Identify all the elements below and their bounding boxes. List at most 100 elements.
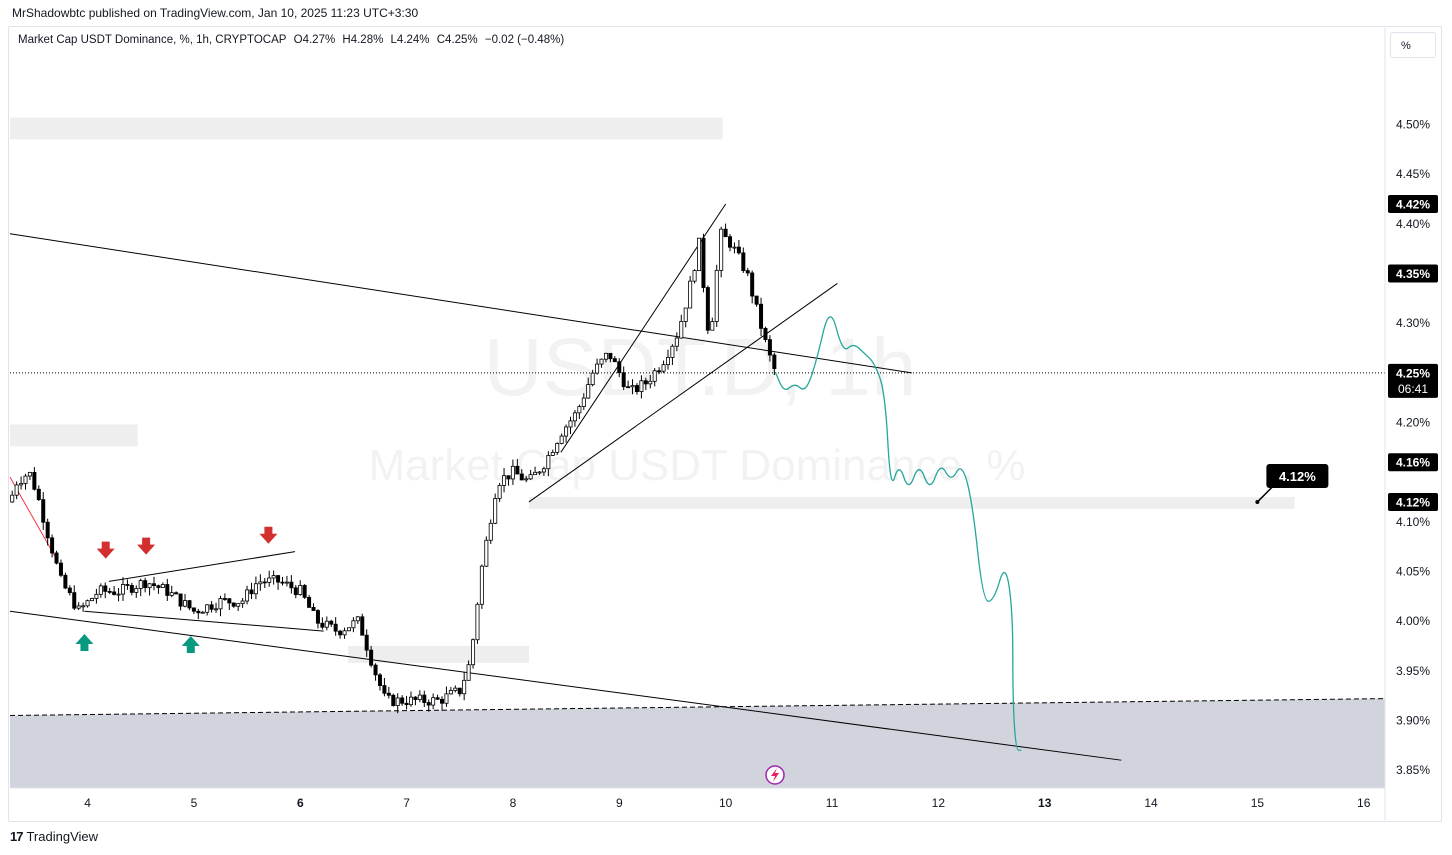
x-tick-label: 6 — [297, 796, 304, 810]
up-arrow-1 — [75, 634, 94, 652]
x-tick-label: 7 — [403, 796, 410, 810]
candle-body — [595, 363, 600, 374]
candle-body — [612, 358, 617, 363]
candle-body — [103, 585, 108, 592]
candle-body — [262, 581, 267, 584]
candle-body — [85, 600, 90, 607]
y-tick-label: 4.00% — [1396, 614, 1430, 628]
candle-body — [364, 634, 369, 651]
candle-body — [338, 630, 343, 636]
candle-body — [528, 474, 533, 480]
candle-body — [214, 608, 219, 611]
candle-body — [289, 581, 294, 589]
candle-body — [502, 475, 507, 486]
watermark-ticker: USDT.D, 1h — [484, 322, 917, 413]
grey-box-1 — [10, 117, 723, 140]
y-tick-label: 4.20% — [1396, 416, 1430, 430]
scale-unit-button[interactable]: % — [1390, 32, 1436, 58]
y-tick-label: 4.45% — [1396, 167, 1430, 181]
candle-body — [377, 674, 382, 686]
candle-body — [293, 587, 298, 595]
y-tick-label: 4.50% — [1396, 118, 1430, 132]
candle-body — [311, 607, 316, 611]
legend-change: −0.02 (−0.48%) — [484, 34, 565, 46]
candle-body — [417, 694, 422, 700]
candle-body — [125, 584, 130, 586]
candle-body — [524, 478, 529, 481]
candle-body — [559, 435, 564, 444]
candle-body — [116, 593, 121, 596]
price-label-box — [1388, 453, 1438, 472]
candle-body — [471, 639, 476, 666]
candle-body — [342, 630, 347, 636]
candle-body — [400, 697, 405, 704]
candle-body — [745, 270, 750, 274]
candle-body — [475, 603, 480, 641]
candle-body — [98, 585, 103, 595]
candle-body — [630, 385, 635, 388]
legend-symbol[interactable]: Market Cap USDT Dominance, %, 1h, CRYPTO… — [18, 34, 287, 46]
candle-body — [719, 228, 724, 271]
x-tick-label: 10 — [719, 796, 733, 810]
candle-body — [284, 581, 289, 584]
candle-body — [404, 702, 409, 706]
candle-body — [307, 596, 312, 608]
candle-body — [19, 483, 24, 486]
candle-body — [705, 287, 710, 331]
candle-body — [236, 603, 241, 607]
trend-line-flag-bottom — [84, 610, 324, 632]
candle-body — [324, 620, 329, 628]
candle-body — [639, 380, 644, 392]
candle-body — [422, 694, 427, 703]
chart-frame — [8, 26, 1442, 822]
candle-body — [63, 574, 68, 589]
projection-layer — [775, 316, 1022, 751]
candle-body — [586, 384, 591, 399]
candle-body — [369, 649, 374, 666]
support-zone — [10, 698, 1385, 788]
candle-body — [732, 246, 737, 249]
x-tick-label: 16 — [1357, 796, 1371, 810]
candle-body — [665, 357, 670, 366]
candle-body — [550, 451, 555, 456]
candle-body — [599, 358, 604, 365]
footer-brand[interactable]: 17 TradingView — [10, 829, 98, 844]
candle-body — [245, 589, 250, 602]
candle-body — [298, 585, 303, 595]
axes-layer: 4.50% 4.45% 4.40% 4.30% 4.20% 4.10% 4.05% 4.00%… — [10, 28, 1438, 820]
candle-body — [510, 465, 515, 480]
candle-body — [14, 484, 19, 496]
candle-body — [710, 321, 715, 331]
candle-body — [457, 687, 462, 695]
legend-low: L4.24% — [390, 34, 430, 46]
candle-body — [617, 361, 622, 374]
legend-close: C4.25% — [436, 34, 478, 46]
candle-body — [205, 604, 210, 613]
candle-body — [759, 303, 764, 329]
candle-body — [302, 585, 307, 598]
candle-body — [382, 685, 387, 694]
candle-body — [360, 616, 365, 636]
grey-box-2 — [10, 424, 138, 447]
last-price-countdown: 06:41 — [1398, 382, 1428, 396]
grey-box-3 — [348, 645, 529, 663]
candle-body — [581, 397, 586, 407]
candle-body — [688, 280, 693, 309]
candle-body — [58, 562, 63, 576]
candle-body — [603, 352, 608, 360]
candle-body — [772, 354, 777, 369]
candle-body — [218, 598, 223, 610]
symbol-legend: Market Cap USDT Dominance, %, 1h, CRYPTO… — [18, 34, 568, 46]
candle-body — [76, 605, 81, 609]
projection-path — [775, 316, 1022, 751]
candle-body — [276, 575, 281, 583]
candle-body — [107, 590, 112, 593]
candle-body — [541, 468, 546, 473]
candle-body — [435, 697, 440, 700]
candle-body — [448, 690, 453, 695]
candle-body — [572, 412, 577, 422]
candle-body — [537, 471, 542, 474]
lightning-icon[interactable] — [765, 765, 785, 785]
candle-body — [23, 475, 28, 484]
